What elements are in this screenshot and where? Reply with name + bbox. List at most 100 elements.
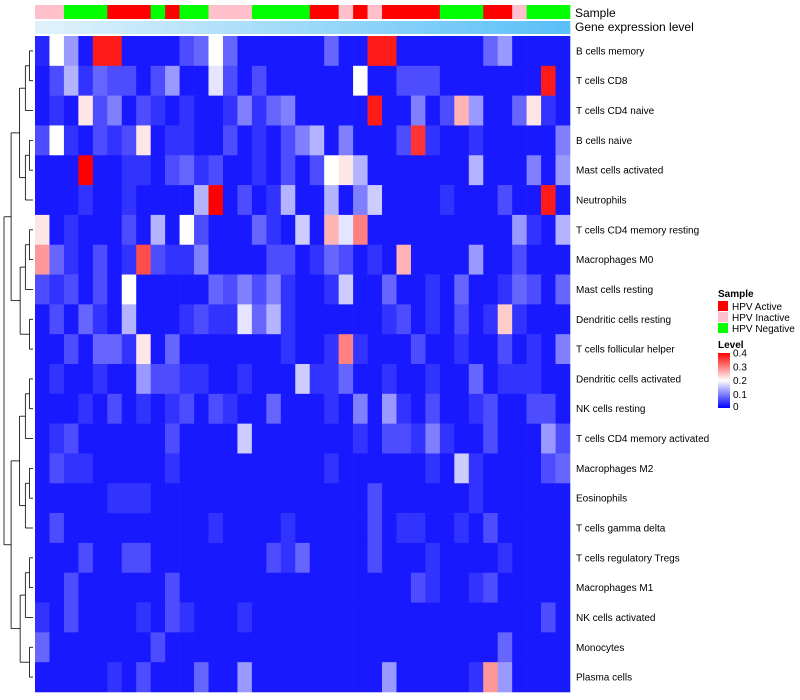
heatmap-cell	[541, 423, 556, 454]
heatmap-cell	[165, 393, 180, 424]
heatmap-cell	[121, 572, 137, 603]
heatmap-cell	[78, 214, 94, 246]
track-label-expression: Gene expression level	[575, 20, 694, 34]
heatmap-cell	[208, 334, 224, 365]
heatmap-cell	[194, 632, 209, 663]
heatmap-cell	[237, 393, 253, 424]
heatmap-cell	[121, 483, 137, 514]
heatmap-cell	[512, 632, 527, 663]
heatmap-cell	[367, 214, 383, 246]
heatmap-cell	[136, 36, 151, 67]
heatmap-cell	[78, 423, 94, 454]
heatmap-cell	[280, 393, 296, 424]
heatmap-cell	[121, 274, 137, 305]
heatmap-cell	[222, 185, 238, 216]
heatmap-cell	[63, 185, 79, 216]
heatmap-cell	[222, 65, 238, 96]
heatmap-cell	[35, 542, 50, 574]
heatmap-cell	[63, 513, 79, 544]
heatmap-cell	[483, 632, 499, 663]
heatmap-cell	[324, 662, 339, 693]
heatmap-cell	[266, 214, 282, 246]
heatmap-cell	[63, 214, 79, 246]
heatmap-cell	[208, 95, 224, 126]
heatmap-cell	[194, 334, 209, 365]
heatmap-cell	[468, 95, 484, 126]
row-label: NK cells activated	[576, 613, 655, 624]
heatmap-cell	[222, 662, 238, 693]
heatmap-cell	[324, 393, 339, 424]
heatmap-cell	[324, 513, 339, 544]
heatmap-cell	[92, 214, 108, 246]
sample-annotation-cell	[541, 5, 556, 19]
heatmap-cell	[222, 214, 238, 246]
heatmap-cell	[483, 36, 499, 67]
heatmap-cell	[49, 125, 65, 156]
heatmap-cell	[410, 155, 426, 186]
heatmap-cell	[309, 453, 325, 484]
heatmap-cell	[35, 513, 50, 544]
heatmap-cell	[194, 423, 209, 454]
heatmap-cell	[454, 274, 470, 305]
heatmap-cell	[266, 244, 282, 275]
heatmap-cell	[208, 364, 224, 395]
heatmap-cell	[121, 125, 137, 156]
heatmap-cell	[309, 274, 325, 305]
heatmap-cell	[222, 602, 238, 633]
heatmap-cell	[483, 513, 499, 544]
heatmap-cell	[512, 662, 527, 693]
heatmap-cell	[150, 364, 166, 395]
heatmap-cell	[468, 513, 484, 544]
heatmap-cell	[526, 542, 542, 574]
row-label: Mast cells resting	[576, 285, 653, 296]
heatmap-cell	[396, 393, 412, 424]
heatmap-cell	[425, 423, 441, 454]
heatmap-cell	[136, 364, 151, 395]
sample-annotation-cell	[555, 5, 571, 19]
heatmap-cell	[194, 393, 209, 424]
heatmap-cell	[338, 304, 354, 335]
heatmap-cell	[35, 572, 50, 603]
sample-annotation-cell	[324, 5, 339, 19]
row-dendrogram	[3, 50, 33, 678]
heatmap-cell	[251, 572, 267, 603]
expression-annotation-cell	[165, 21, 180, 34]
heatmap-cell	[121, 602, 137, 633]
heatmap-cell	[338, 453, 354, 484]
heatmap-cell	[425, 65, 441, 96]
heatmap-cell	[353, 542, 368, 574]
heatmap-cell	[512, 423, 527, 454]
heatmap-cell	[512, 453, 527, 484]
heatmap-cell	[136, 453, 151, 484]
heatmap-cell	[295, 393, 311, 424]
heatmap-cell	[222, 423, 238, 454]
heatmap-cell	[338, 185, 354, 216]
heatmap-cell	[222, 334, 238, 365]
heatmap-cell	[237, 572, 253, 603]
heatmap-cell	[194, 244, 209, 275]
heatmap-cell	[237, 214, 253, 246]
heatmap-cell	[194, 542, 209, 574]
heatmap-cell	[309, 542, 325, 574]
heatmap-cell	[251, 513, 267, 544]
heatmap-cell	[107, 513, 123, 544]
expression-annotation-cell	[382, 21, 397, 34]
heatmap-cell	[92, 274, 108, 305]
expression-annotation-cell	[295, 21, 311, 34]
heatmap-cell	[353, 185, 368, 216]
heatmap-cell	[121, 214, 137, 246]
heatmap-cell	[194, 364, 209, 395]
heatmap-cell	[526, 274, 542, 305]
heatmap-cell	[324, 214, 339, 246]
heatmap-cell	[165, 304, 180, 335]
heatmap-cell	[266, 423, 282, 454]
heatmap-cell	[410, 364, 426, 395]
heatmap-cell	[483, 214, 499, 246]
heatmap-cell	[295, 423, 311, 454]
heatmap-cell	[121, 304, 137, 335]
heatmap-cell	[425, 483, 441, 514]
heatmap-cell	[179, 393, 195, 424]
heatmap-cell	[107, 632, 123, 663]
